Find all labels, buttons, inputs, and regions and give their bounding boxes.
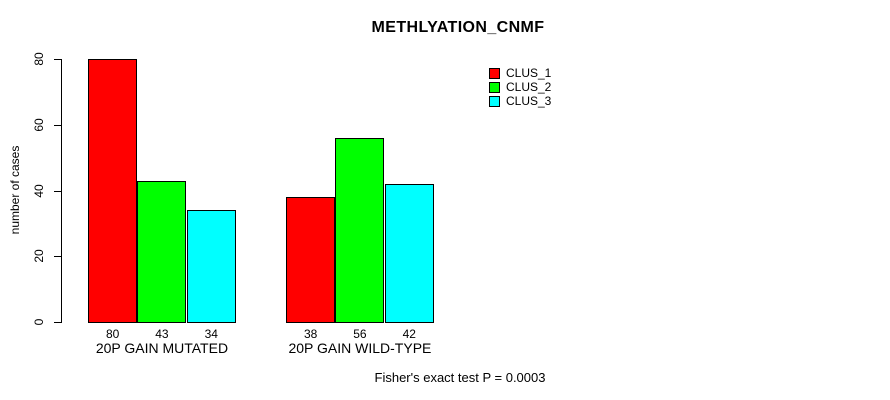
y-tick xyxy=(54,322,61,323)
y-tick-label: 20 xyxy=(32,249,46,263)
bar-value-label: 34 xyxy=(204,327,218,341)
bar-value-label: 56 xyxy=(353,327,367,341)
bar-clus_1-group1 xyxy=(88,59,137,323)
legend-item-clus_1: CLUS_1 xyxy=(489,66,551,80)
y-axis-title: number of cases xyxy=(8,145,22,235)
annotation-text: Fisher's exact test P = 0.0003 xyxy=(374,370,546,385)
y-tick-label: 60 xyxy=(32,118,46,132)
legend-item-clus_2: CLUS_2 xyxy=(489,80,551,94)
y-tick xyxy=(54,124,61,126)
x-category-label: 20P GAIN WILD-TYPE xyxy=(288,340,432,356)
bar-value-label: 80 xyxy=(105,327,120,341)
bar-clus_1-group2 xyxy=(286,197,335,323)
y-tick-label: 0 xyxy=(32,318,46,326)
y-axis-line xyxy=(61,59,62,323)
legend-swatch-clus_3 xyxy=(489,95,500,107)
bar-clus_2-group2 xyxy=(335,138,384,323)
y-tick-label: 80 xyxy=(32,52,46,66)
bar-value-label: 43 xyxy=(155,327,169,341)
x-category-label: 20P GAIN MUTATED xyxy=(95,340,229,356)
bar-clus_2-group1 xyxy=(137,181,186,323)
legend-swatch-clus_1 xyxy=(489,67,500,79)
bar-value-label: 42 xyxy=(402,327,416,341)
y-tick xyxy=(54,59,61,60)
bar-value-label: 38 xyxy=(303,327,318,341)
bar-clus_3-group2 xyxy=(385,184,434,323)
legend-label: CLUS_3 xyxy=(506,94,552,108)
y-tick xyxy=(54,190,61,192)
legend-label: CLUS_1 xyxy=(506,66,552,80)
legend: CLUS_1 CLUS_2 CLUS_3 xyxy=(489,66,551,108)
legend-swatch-clus_2 xyxy=(489,81,500,93)
y-tick-label: 40 xyxy=(32,183,46,198)
legend-item-clus_3: CLUS_3 xyxy=(489,94,551,108)
legend-label: CLUS_2 xyxy=(506,80,552,94)
bar-clus_3-group1 xyxy=(187,210,236,323)
y-tick xyxy=(54,256,61,258)
chart-title: METHLYATION_CNMF xyxy=(371,19,545,36)
